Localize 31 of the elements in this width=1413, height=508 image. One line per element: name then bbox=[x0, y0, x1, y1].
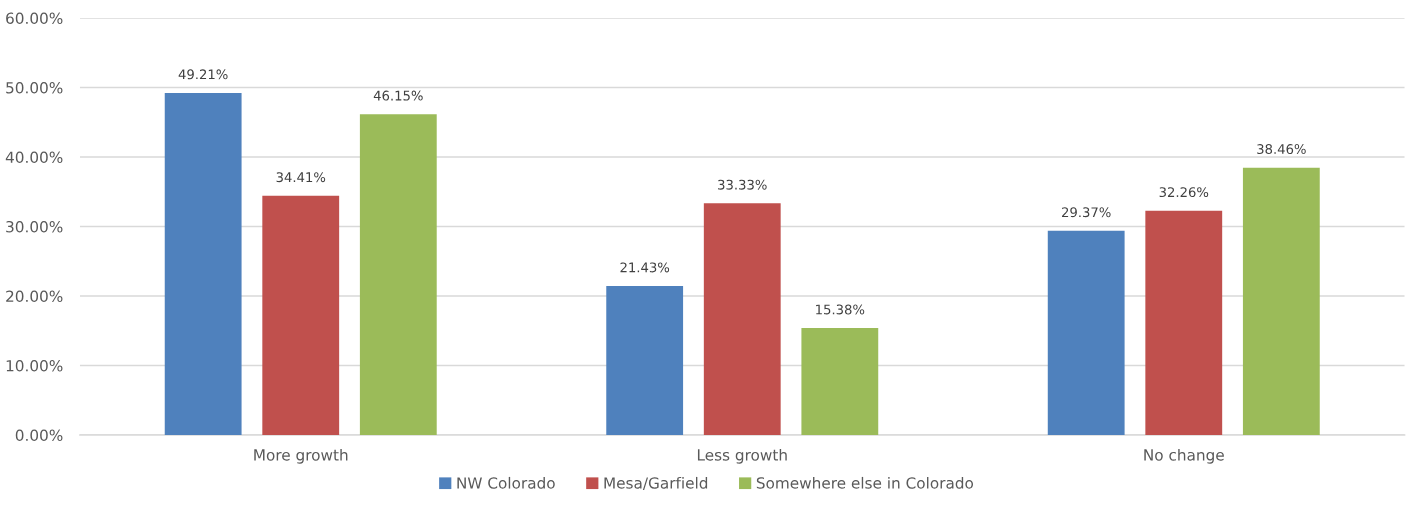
data-label: 38.46% bbox=[1257, 144, 1306, 155]
y-tick-label: 50.00% bbox=[6, 81, 63, 94]
bar bbox=[606, 286, 684, 435]
x-tick-label: No change bbox=[1144, 448, 1224, 464]
x-tick-label: More growth bbox=[254, 448, 348, 464]
legend-label: Somewhere else in Colorado bbox=[756, 476, 974, 489]
bar bbox=[262, 195, 340, 435]
y-tick-label: 20.00% bbox=[6, 290, 63, 303]
legend-label: NW Colorado bbox=[457, 476, 555, 489]
data-label: 15.38% bbox=[816, 304, 865, 315]
bar bbox=[1145, 210, 1223, 435]
bar bbox=[703, 203, 781, 435]
bar bbox=[1242, 167, 1320, 435]
bar bbox=[359, 114, 437, 435]
bar bbox=[801, 328, 879, 435]
y-tick-label: 60.00% bbox=[6, 12, 63, 24]
x-tick-label: Less growth bbox=[697, 448, 787, 464]
data-label: 32.26% bbox=[1159, 187, 1209, 198]
y-tick-label: 10.00% bbox=[6, 359, 63, 372]
bar bbox=[1047, 230, 1125, 435]
data-label: 49.21% bbox=[178, 69, 228, 80]
y-tick-label: 0.00% bbox=[15, 429, 63, 442]
data-label: 33.33% bbox=[718, 179, 767, 190]
data-label: 34.41% bbox=[276, 172, 326, 183]
bar bbox=[164, 92, 242, 435]
data-label: 46.15% bbox=[373, 90, 423, 101]
legend-label: Mesa/Garfield bbox=[604, 476, 708, 490]
data-label: 29.37% bbox=[1062, 207, 1111, 218]
y-tick-label: 30.00% bbox=[6, 220, 63, 233]
y-tick-label: 40.00% bbox=[5, 151, 63, 164]
data-label: 21.43% bbox=[620, 262, 670, 273]
